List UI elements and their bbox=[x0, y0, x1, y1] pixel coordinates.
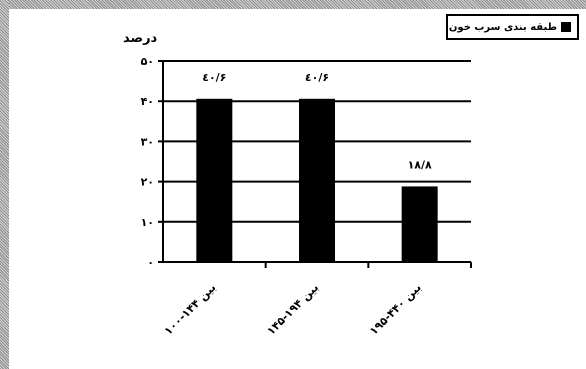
data-label: ٤٠/۶ bbox=[202, 71, 226, 84]
y-tick-label: ۰ bbox=[147, 256, 154, 269]
y-tick-label: ۳۰ bbox=[141, 135, 154, 148]
data-label: ۱۸/۸ bbox=[408, 158, 432, 171]
legend-swatch bbox=[561, 22, 571, 32]
bar bbox=[196, 99, 232, 262]
x-category-label: بین ۱۹۴-۱۴۵ bbox=[264, 281, 321, 338]
legend-label: طبقه بندی سرب خون bbox=[449, 22, 557, 33]
bars bbox=[196, 99, 437, 262]
x-category-label: بین ۴۴۰-۱۹۵ bbox=[367, 281, 424, 338]
y-tick-label: ۲۰ bbox=[141, 176, 154, 189]
y-ticks: ۰ ۱۰ ۲۰ ۳۰ ۴۰ ۵۰ bbox=[141, 55, 154, 269]
x-categories: بین ۱۴۴-۱۰۰ بین ۱۹۴-۱۴۵ بین ۴۴۰-۱۹۵ bbox=[162, 281, 424, 338]
y-tick-label: ۱۰ bbox=[141, 216, 154, 229]
x-category-label: بین ۱۴۴-۱۰۰ bbox=[162, 281, 219, 338]
bar bbox=[402, 186, 438, 262]
y-tick-label: ۵۰ bbox=[141, 55, 154, 68]
y-axis-label: درصد bbox=[123, 31, 158, 46]
legend: طبقه بندی سرب خون bbox=[446, 14, 579, 40]
y-tick-label: ۴۰ bbox=[141, 95, 154, 108]
bar bbox=[299, 99, 335, 262]
data-label: ٤٠/۶ bbox=[305, 71, 329, 84]
